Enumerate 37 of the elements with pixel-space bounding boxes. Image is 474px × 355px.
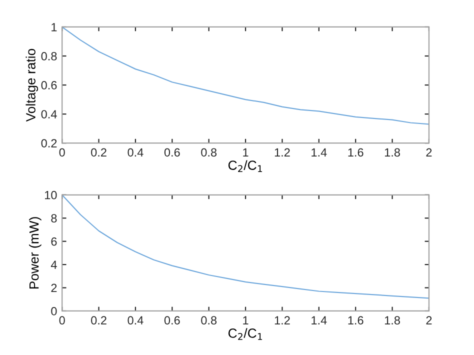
x-tick-label: 0.4 — [128, 148, 144, 157]
x-tick-label: 1 — [243, 148, 248, 156]
x-tick-label: 1 — [243, 316, 248, 324]
y-tick-label: 0.4 — [41, 110, 57, 118]
x-tick-label: 1.4 — [312, 316, 327, 324]
x-axis-title: C$_{2}$/C$_{1}$ — [228, 160, 262, 172]
x-tick-label: 1.4 — [312, 148, 327, 156]
x-tick-label: 2 — [426, 316, 432, 324]
y-tick-label: 10 — [45, 190, 57, 200]
y-tick-label: 8 — [51, 214, 57, 223]
x-tick-label: 1.6 — [348, 148, 364, 157]
x-tick-label: 1.8 — [384, 316, 400, 325]
y-tick-label: 6 — [51, 237, 57, 246]
y-tick-label: 0.6 — [41, 81, 57, 90]
x-tick-label: 1.2 — [274, 148, 290, 156]
x-tick-label: 0.8 — [201, 316, 217, 325]
x-tick-label: 0 — [59, 316, 65, 325]
x-tick-label: 0.6 — [164, 316, 180, 325]
x-tick-label: 2 — [426, 148, 432, 156]
y-tick-label: 0 — [51, 307, 57, 316]
x-tick-label: 0.6 — [164, 148, 180, 157]
x-tick-label: 0.4 — [128, 316, 144, 325]
x-tick-label: 0 — [59, 148, 65, 157]
y-axis-title: Power (mW) — [29, 217, 42, 289]
y-tick-label: 0.8 — [41, 52, 57, 60]
x-tick-label: 1.6 — [348, 316, 364, 325]
y-tick-label: 0.2 — [41, 139, 57, 148]
x-tick-label: 0.8 — [201, 148, 217, 157]
x-tick-label: 0.2 — [91, 316, 106, 325]
x-tick-label: 1.8 — [384, 148, 400, 157]
x-tick-label: 0.2 — [91, 148, 106, 157]
x-axis-title: C$_{2}$/C$_{1}$ — [228, 328, 262, 340]
y-tick-label: 2 — [51, 284, 57, 292]
y-tick-label: 1 — [52, 23, 57, 32]
y-axis-title: Voltage ratio — [26, 48, 38, 122]
x-tick-label: 1.2 — [274, 316, 290, 324]
y-tick-label: 4 — [50, 260, 57, 269]
